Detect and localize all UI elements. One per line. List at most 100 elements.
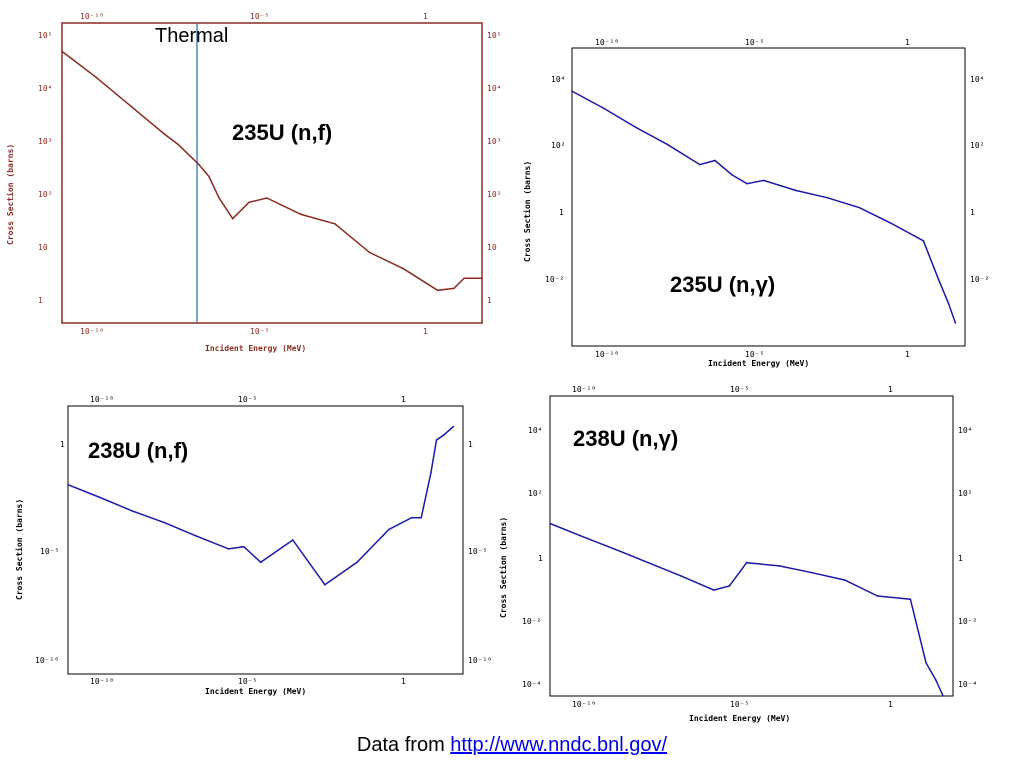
chart-238u-nf: 238U (n,f) 10⁻¹⁰ 10⁻⁵ 1 10⁻¹⁰ 10⁻⁵ 1 1 1… xyxy=(8,388,505,700)
x-tick-label: 10⁻¹⁰ xyxy=(572,700,596,709)
x-tick-label-top: 10⁻¹⁰ xyxy=(90,395,114,404)
data-point xyxy=(745,561,748,564)
data-point xyxy=(208,175,210,178)
nndc-link[interactable]: http://www.nndc.bnl.gov/ xyxy=(450,734,668,756)
y-tick-label: 10² xyxy=(528,489,542,498)
data-point xyxy=(728,585,731,587)
data-point xyxy=(452,425,455,428)
data-point xyxy=(131,510,133,512)
y-tick-label-right: 10³ xyxy=(487,137,501,146)
data-point xyxy=(218,197,220,199)
data-point xyxy=(714,159,716,162)
data-point xyxy=(195,535,198,537)
series-line xyxy=(67,426,454,586)
footer-prefix: Data from xyxy=(356,734,451,756)
x-tick-label-top: 1 xyxy=(423,12,428,21)
y-axis-title: Cross Section (barns) xyxy=(498,517,508,618)
data-point xyxy=(61,50,63,53)
x-tick-label-top: 10⁻¹⁰ xyxy=(80,12,104,21)
chart-title-238u-ngamma: 238U (n,γ) xyxy=(573,426,678,451)
data-point xyxy=(582,535,584,538)
x-tick-label: 1 xyxy=(905,350,910,359)
data-point xyxy=(925,661,927,664)
data-point xyxy=(67,483,69,486)
data-point xyxy=(129,104,132,107)
data-point xyxy=(635,126,637,129)
data-point xyxy=(614,548,617,551)
data-point xyxy=(922,240,925,242)
data-point xyxy=(549,522,551,525)
y-tick-label: 10 xyxy=(38,243,48,252)
x-tick-label-top: 10⁻⁵ xyxy=(238,395,257,404)
data-point xyxy=(942,695,944,697)
x-tick-label: 10⁻⁵ xyxy=(745,350,764,359)
x-tick-label: 1 xyxy=(401,677,406,686)
data-point xyxy=(292,539,294,541)
data-point xyxy=(435,439,438,441)
x-axis-title: Incident Energy (MeV) xyxy=(708,358,809,368)
x-tick-label-top: 10⁻⁵ xyxy=(730,385,749,394)
y-tick-label: 10⁻⁴ xyxy=(522,680,541,689)
x-tick-label: 10⁻¹⁰ xyxy=(80,327,104,336)
data-point xyxy=(667,143,669,146)
y-tick-label-right: 1 xyxy=(487,296,492,305)
y-tick-label-right: 10⁻¹⁰ xyxy=(468,656,492,665)
data-point xyxy=(463,277,465,280)
y-tick-label-right: 1 xyxy=(468,440,473,449)
x-tick-label-top: 10⁻¹⁰ xyxy=(595,38,619,47)
x-tick-label-top: 10⁻⁵ xyxy=(250,12,269,21)
data-point xyxy=(163,133,166,135)
y-tick-label: 1 xyxy=(538,554,543,563)
x-axis-title: Incident Energy (MeV) xyxy=(689,713,790,723)
y-tick-label: 10⁴ xyxy=(551,75,565,84)
data-point xyxy=(680,575,682,577)
data-point xyxy=(647,561,650,564)
x-tick-label: 10⁻⁵ xyxy=(250,327,269,336)
data-point xyxy=(947,302,950,304)
data-point xyxy=(876,595,879,597)
y-tick-label-right: 10⁻⁵ xyxy=(468,547,487,556)
series-line xyxy=(61,50,482,292)
data-point xyxy=(699,163,701,166)
data-point xyxy=(197,163,200,166)
x-tick-label-top: 10⁻⁵ xyxy=(745,38,764,47)
x-tick-label: 1 xyxy=(888,700,893,709)
y-tick-label-right: 10⁵ xyxy=(487,31,501,40)
y-tick-label-right: 10² xyxy=(487,190,501,199)
data-point xyxy=(259,561,262,564)
chart-238u-ngamma-svg: 238U (n,γ) 10⁻¹⁰ 10⁻⁵ 1 10⁻¹⁰ 10⁻⁵ 1 10⁴… xyxy=(498,385,977,723)
data-point xyxy=(909,598,912,600)
data-point xyxy=(334,223,336,225)
series-group xyxy=(67,425,455,586)
data-point xyxy=(99,496,101,499)
y-tick-label-right: 1 xyxy=(958,554,963,563)
data-point xyxy=(571,90,573,92)
data-point xyxy=(248,201,250,204)
data-point xyxy=(746,182,748,185)
data-point xyxy=(430,472,432,474)
series-group xyxy=(61,50,483,292)
y-tick-label: 10³ xyxy=(38,137,52,146)
y-tick-label: 10⁴ xyxy=(528,426,542,435)
data-point xyxy=(890,222,893,225)
data-point xyxy=(410,516,413,519)
data-point xyxy=(778,565,781,567)
data-point xyxy=(442,434,445,436)
x-axis-title: Incident Energy (MeV) xyxy=(205,686,306,696)
data-point xyxy=(730,173,733,176)
data-point xyxy=(436,289,439,292)
data-point xyxy=(826,197,829,199)
x-tick-label: 10⁻⁵ xyxy=(730,700,749,709)
x-tick-label-top: 1 xyxy=(888,385,893,394)
data-point xyxy=(388,528,390,531)
data-point xyxy=(858,206,861,209)
data-point xyxy=(163,521,166,524)
x-tick-label: 10⁻⁵ xyxy=(238,677,257,686)
data-point xyxy=(603,107,605,110)
y-tick-label: 10⁴ xyxy=(38,84,52,93)
y-tick-label: 10² xyxy=(551,141,565,150)
y-tick-label: 1 xyxy=(60,440,65,449)
y-tick-label-right: 10² xyxy=(958,489,972,498)
chart-title-238u-nf: 238U (n,f) xyxy=(88,438,188,463)
chart-235u-nf: Thermal 235U (n,f) 10⁻¹⁰ 10⁻⁵ 1 10⁻¹⁰ 10… xyxy=(0,0,501,360)
